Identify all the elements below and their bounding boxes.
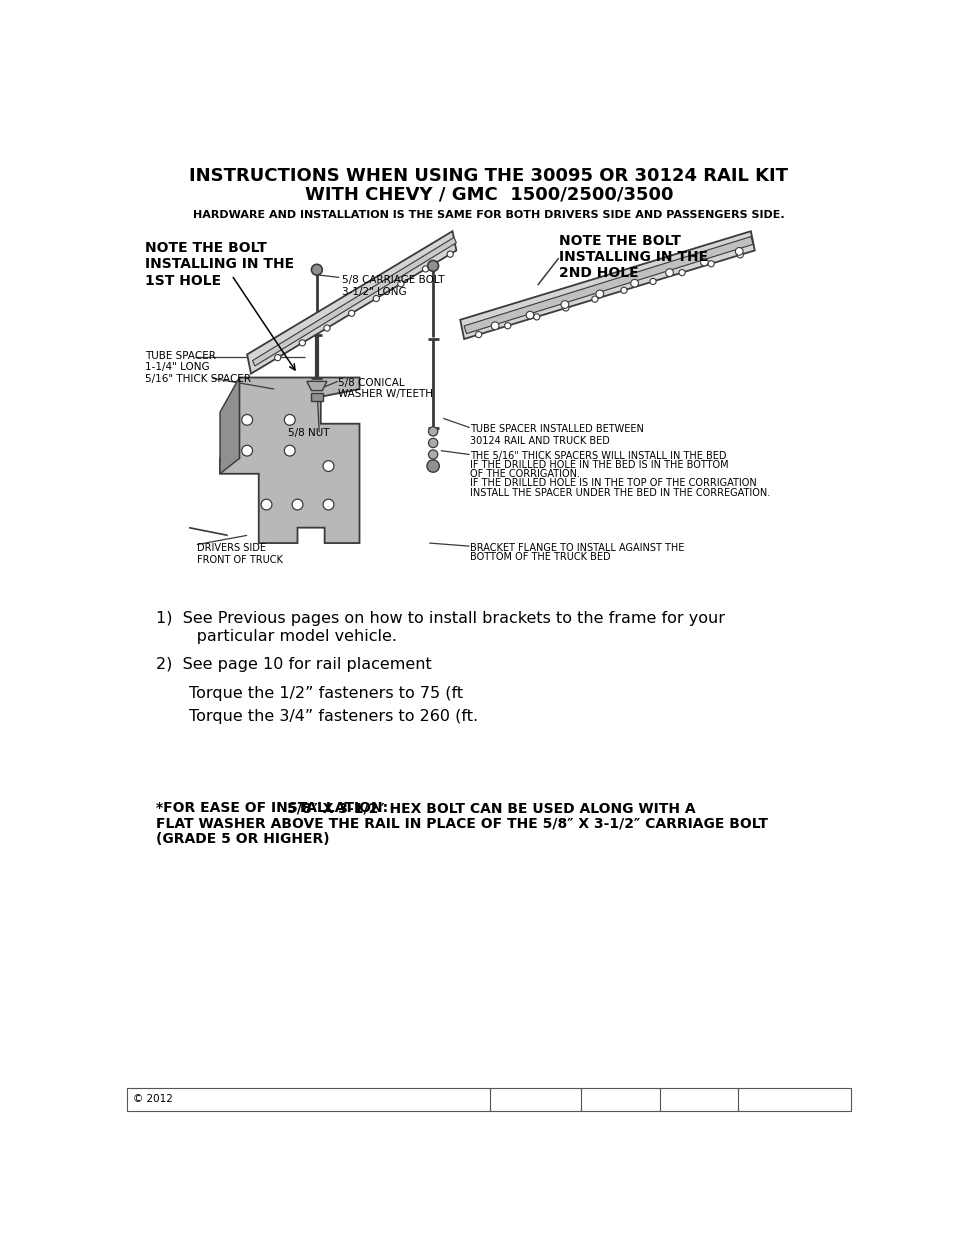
Circle shape (525, 311, 534, 320)
Circle shape (348, 311, 355, 316)
Circle shape (373, 296, 379, 302)
Circle shape (241, 445, 253, 456)
Text: NOTE THE BOLT
INSTALLING IN THE
2ND HOLE: NOTE THE BOLT INSTALLING IN THE 2ND HOLE (558, 233, 707, 279)
Circle shape (284, 445, 294, 456)
Circle shape (427, 460, 439, 472)
Text: IF THE DRILLED HOLE IS IN THE TOP OF THE CORRIGATION: IF THE DRILLED HOLE IS IN THE TOP OF THE… (469, 479, 756, 489)
Circle shape (665, 269, 673, 277)
Circle shape (737, 252, 742, 258)
Text: © 2012: © 2012 (133, 1094, 172, 1104)
Circle shape (562, 304, 568, 311)
Text: Torque the 1/2” fasteners to 75 (ft: Torque the 1/2” fasteners to 75 (ft (189, 685, 462, 700)
Text: THE 5/16" THICK SPACERS WILL INSTALL IN THE BED: THE 5/16" THICK SPACERS WILL INSTALL IN … (469, 451, 725, 461)
Circle shape (735, 248, 742, 256)
Circle shape (261, 499, 272, 510)
Circle shape (533, 313, 539, 320)
Circle shape (447, 251, 453, 257)
Circle shape (491, 322, 498, 330)
Polygon shape (464, 237, 753, 333)
Text: 1)  See Previous pages on how to install brackets to the frame for your: 1) See Previous pages on how to install … (156, 610, 724, 625)
Circle shape (274, 355, 280, 361)
Bar (127, 1088, 850, 1111)
Circle shape (428, 450, 437, 459)
Text: WITH CHEVY / GMC  1500/2500/3500: WITH CHEVY / GMC 1500/2500/3500 (304, 185, 673, 204)
Text: 5/8 NUT: 5/8 NUT (288, 427, 330, 437)
Circle shape (422, 266, 428, 272)
Circle shape (700, 258, 707, 266)
Text: INSTALL THE SPACER UNDER THE BED IN THE CORREGATION.: INSTALL THE SPACER UNDER THE BED IN THE … (469, 487, 769, 497)
Text: 5/16" THICK SPACER: 5/16" THICK SPACER (145, 373, 251, 383)
Polygon shape (220, 377, 359, 543)
Circle shape (560, 301, 568, 308)
Text: TUBE SPACER
1-1/4" LONG: TUBE SPACER 1-1/4" LONG (145, 351, 215, 372)
Polygon shape (253, 237, 456, 366)
Circle shape (428, 439, 437, 447)
Polygon shape (247, 232, 456, 373)
Text: OF THE CORRIGATION.: OF THE CORRIGATION. (469, 469, 578, 479)
Circle shape (649, 278, 656, 284)
Circle shape (323, 499, 334, 510)
Text: INSTRUCTIONS WHEN USING THE 30095 OR 30124 RAIL KIT: INSTRUCTIONS WHEN USING THE 30095 OR 301… (190, 168, 787, 185)
Text: FLAT WASHER ABOVE THE RAIL IN PLACE OF THE 5/8″ X 3-1/2″ CARRIAGE BOLT: FLAT WASHER ABOVE THE RAIL IN PLACE OF T… (156, 817, 768, 831)
Circle shape (427, 261, 438, 271)
Text: 5/8″ X 3-1/2″ HEX BOLT CAN BE USED ALONG WITH A: 5/8″ X 3-1/2″ HEX BOLT CAN BE USED ALONG… (286, 801, 695, 814)
Text: 5/8 CARRIAGE BOLT
3-1/2" LONG: 5/8 CARRIAGE BOLT 3-1/2" LONG (342, 276, 444, 297)
Text: *FOR EASE OF INSTALLATION:: *FOR EASE OF INSTALLATION: (156, 801, 393, 814)
FancyBboxPatch shape (311, 393, 323, 401)
Circle shape (284, 415, 294, 425)
Text: IF THE DRILLED HOLE IN THE BED IS IN THE BOTTOM: IF THE DRILLED HOLE IN THE BED IS IN THE… (469, 460, 727, 470)
Circle shape (241, 415, 253, 425)
Circle shape (504, 322, 510, 328)
Text: HARDWARE AND INSTALLATION IS THE SAME FOR BOTH DRIVERS SIDE AND PASSENGERS SIDE.: HARDWARE AND INSTALLATION IS THE SAME FO… (193, 211, 784, 221)
Text: Torque the 3/4” fasteners to 260 (ft.: Torque the 3/4” fasteners to 260 (ft. (189, 709, 477, 724)
Text: BOTTOM OF THE TRUCK BED: BOTTOM OF THE TRUCK BED (469, 553, 610, 563)
Circle shape (475, 332, 481, 337)
Text: 5/8 CONICAL
WASHER W/TEETH: 5/8 CONICAL WASHER W/TEETH (337, 377, 433, 400)
Circle shape (707, 261, 714, 267)
Text: 2)  See page 10 for rail placement: 2) See page 10 for rail placement (156, 657, 432, 672)
Circle shape (679, 269, 684, 276)
Text: (GRADE 5 OR HIGHER): (GRADE 5 OR HIGHER) (156, 832, 330, 846)
Polygon shape (220, 377, 239, 474)
Circle shape (397, 281, 404, 287)
Circle shape (323, 461, 334, 471)
Circle shape (620, 287, 626, 293)
Circle shape (299, 340, 305, 346)
Text: particular model vehicle.: particular model vehicle. (171, 629, 396, 644)
Text: BRACKET FLANGE TO INSTALL AGAINST THE: BRACKET FLANGE TO INSTALL AGAINST THE (469, 543, 683, 553)
Text: TUBE SPACER INSTALLED BETWEEN
30124 RAIL AND TRUCK BED: TUBE SPACER INSTALLED BETWEEN 30124 RAIL… (469, 425, 642, 446)
Circle shape (428, 427, 437, 436)
Circle shape (596, 289, 603, 298)
Text: DRIVERS SIDE
FRONT OF TRUCK: DRIVERS SIDE FRONT OF TRUCK (196, 543, 282, 565)
Circle shape (311, 264, 322, 276)
Circle shape (292, 499, 303, 510)
Circle shape (324, 325, 330, 331)
Polygon shape (307, 381, 327, 391)
Polygon shape (459, 232, 754, 340)
Circle shape (630, 279, 638, 287)
Text: NOTE THE BOLT
INSTALLING IN THE
1ST HOLE: NOTE THE BOLT INSTALLING IN THE 1ST HOLE (145, 242, 294, 288)
Circle shape (591, 296, 598, 302)
